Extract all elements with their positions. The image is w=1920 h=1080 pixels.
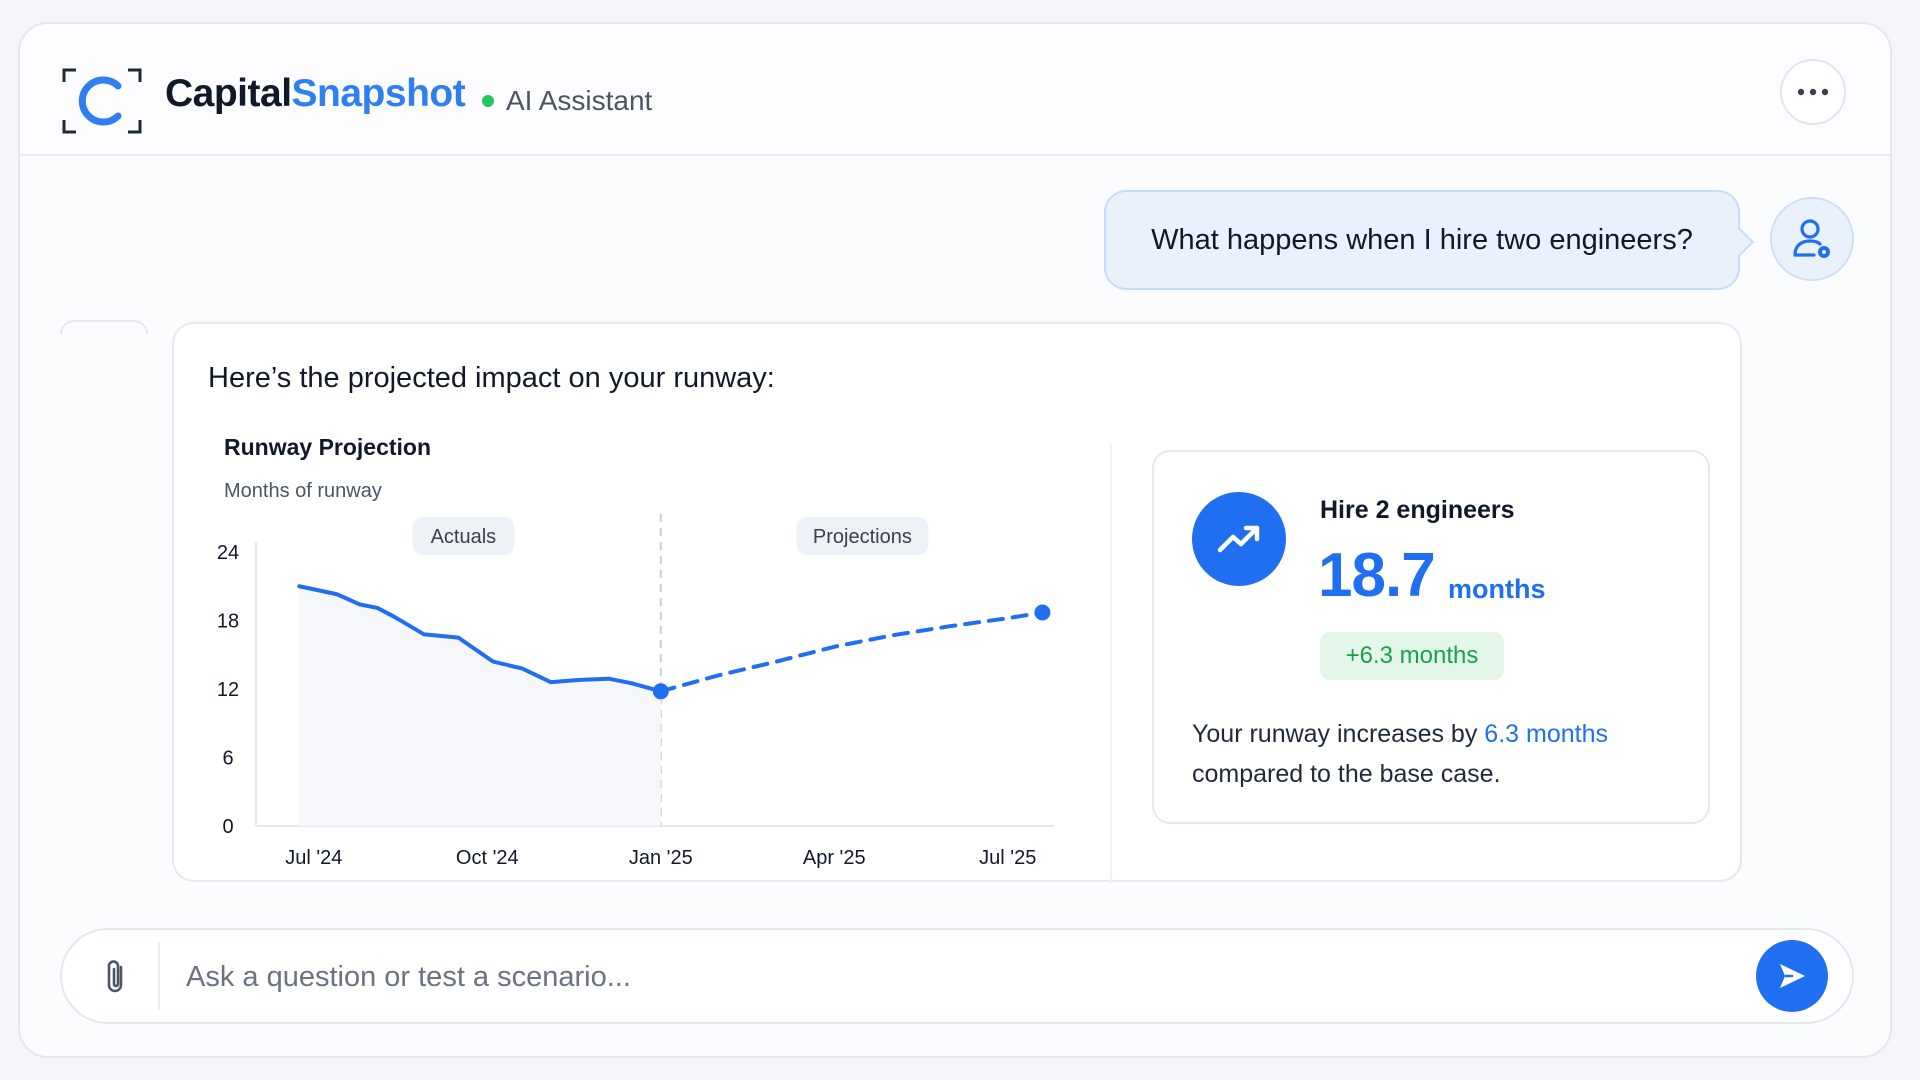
annotation-pill [412, 517, 515, 555]
runway-delta-badge: +6.3 months [1320, 632, 1504, 680]
scenario-impact-panel: Hire 2 engineers 18.7 months +6.3 months… [1152, 450, 1710, 824]
trending-up-icon [1217, 525, 1260, 553]
composer-separator [158, 942, 160, 1010]
annotation-pill [796, 517, 929, 555]
assistant-response-card: Here’s the projected impact on your runw… [172, 322, 1742, 884]
impact-description: Your runway increases by 6.3 months comp… [1192, 714, 1672, 794]
impact-icon-circle [1192, 492, 1286, 586]
impact-description-start: Your runway increases by [1192, 720, 1485, 748]
status-label: AI Assistant [506, 85, 653, 116]
assistant-intro-text: Here’s the projected impact on your runw… [208, 362, 775, 394]
annotation-label: Actuals [431, 526, 497, 548]
chart-title: Runway Projection [224, 434, 432, 460]
capitalsnapshot-logo-icon [60, 66, 144, 136]
annotation-label: Projections [813, 526, 912, 548]
card-divider [1110, 444, 1112, 884]
runway-projection-chart: 0 6 12 18 24 Jul '24 Oct '24 Jan '25 Apr '25 Jul … [217, 514, 1054, 869]
runway-unit: months [1448, 574, 1546, 604]
send-icon [1780, 964, 1805, 988]
avatar[interactable] [1770, 197, 1854, 281]
user-message-text: What happens when I hire two engineers? [1151, 223, 1693, 256]
user-message-bubble: What happens when I hire two engineers? [1104, 190, 1740, 290]
x-tick-label: Apr '25 [803, 847, 866, 869]
impact-description-highlight: 6.3 months [1484, 720, 1608, 748]
y-tick-label: 0 [222, 816, 233, 838]
scenario-title: Hire 2 engineers [1320, 496, 1515, 524]
y-tick-label: 24 [217, 542, 239, 564]
impact-description-end: compared to the base case. [1192, 760, 1501, 788]
send-button[interactable] [1756, 940, 1828, 1012]
split-point-marker [652, 683, 669, 700]
brand-name-part2: Snapshot [291, 72, 466, 115]
x-tick-label: Jul '25 [979, 847, 1036, 869]
runway-value: 18.7 [1318, 541, 1436, 610]
actuals-series-line [297, 584, 663, 694]
x-tick-label: Jan '25 [629, 847, 693, 869]
paperclip-icon [107, 960, 123, 993]
message-composer [60, 928, 1854, 1024]
projection-end-marker [1034, 604, 1051, 621]
assistant-avatar-stub [60, 320, 148, 334]
message-input[interactable] [184, 950, 1688, 1004]
attach-button[interactable] [96, 956, 136, 996]
app-window: CapitalSnapshot AI Assistant What happen… [18, 22, 1892, 1058]
assistant-status: AI Assistant [482, 85, 652, 117]
more-horizontal-icon [1797, 88, 1829, 96]
header: CapitalSnapshot AI Assistant [20, 24, 1890, 156]
more-options-button[interactable] [1780, 59, 1846, 125]
brand-name: CapitalSnapshot [165, 72, 466, 116]
x-tick-label: Jul '24 [285, 847, 342, 869]
y-tick-label: 18 [217, 611, 239, 633]
brand-name-part1: Capital [165, 72, 292, 115]
y-tick-label: 12 [217, 679, 239, 701]
projection-series-line [658, 610, 1045, 694]
user-avatar-icon [1793, 219, 1830, 258]
x-tick-label: Oct '24 [456, 847, 519, 869]
chart-y-axis-label: Months of runway [224, 480, 382, 502]
actuals-area [299, 586, 661, 826]
y-tick-label: 6 [222, 748, 233, 770]
online-status-dot [482, 95, 494, 107]
